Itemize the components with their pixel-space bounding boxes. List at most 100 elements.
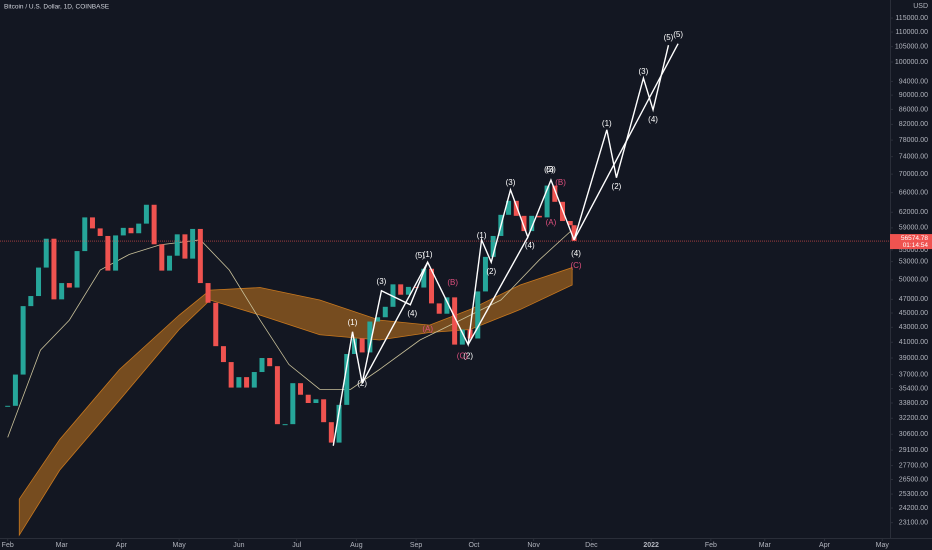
candle [571,225,577,241]
candle [28,296,34,307]
y-tick-label: 32200.00 [899,415,928,422]
wave-line [573,43,679,241]
candle [274,366,280,425]
wave-label: (5) [664,33,674,42]
candle [282,424,288,426]
wave-label: (2) [357,379,367,388]
candle [405,286,411,295]
candle [544,185,550,218]
x-tick-label: Nov [527,542,540,549]
y-tick-label: 66000.00 [899,189,928,196]
x-tick-label: Mar [56,542,69,549]
candle [51,238,57,300]
wave-label: (2) [612,182,622,191]
candle [321,399,327,423]
wave-label: (5) [415,251,425,260]
candle [205,283,211,303]
x-tick-label: Apr [116,542,128,549]
unit-label: USD [913,3,928,10]
candle [113,235,119,271]
wave-label: (3) [377,277,387,286]
y-tick-label: 26500.00 [899,476,928,483]
y-tick-label: 24200.00 [899,505,928,512]
candle [97,228,103,236]
y-tick-label: 100000.00 [895,59,928,66]
candle [228,362,234,388]
y-tick-label: 53000.00 [899,258,928,265]
wave-label: (4) [648,115,658,124]
candle [475,291,481,339]
candle [105,235,111,271]
candle [251,372,257,388]
candle [429,268,435,304]
candle [375,317,381,322]
y-tick-label: 59000.00 [899,225,928,232]
candle [490,235,496,257]
y-tick-label: 62000.00 [899,209,928,216]
x-tick-label: Sep [410,542,423,549]
candle [313,399,319,404]
candle [66,283,72,288]
wave-label: (4) [571,249,581,258]
y-tick-label: 90000.00 [899,92,928,99]
candle [567,221,573,226]
y-tick-label: 50000.00 [899,277,928,284]
y-tick-label: 30600.00 [899,431,928,438]
y-tick-label: 110000.00 [895,29,928,36]
wave-label: (C) [570,261,581,270]
candle [20,306,26,375]
countdown-label: 01:14:54 [903,242,929,249]
candle [82,217,88,252]
candle [328,422,334,443]
y-tick-label: 115000.00 [895,15,928,22]
candle [336,404,342,443]
candle [59,283,65,300]
y-tick-label: 105000.00 [895,44,928,51]
wave-label: (1) [423,250,433,259]
wave-label: (1) [477,231,487,240]
y-tick-label: 35400.00 [899,385,928,392]
y-tick-label: 70000.00 [899,171,928,178]
y-tick-label: 37000.00 [899,371,928,378]
candle [459,329,465,345]
y-tick-label: 78000.00 [899,137,928,144]
candle [421,268,427,288]
wave-label: (B) [447,278,458,287]
wave-label: (3) [639,67,649,76]
candle [43,238,49,268]
candle [452,297,458,345]
candle [74,251,80,288]
candle [513,200,519,216]
x-tick-label: Aug [350,542,363,549]
moving-average [7,231,571,438]
x-tick-label: Oct [468,542,479,549]
wave-label: (4) [525,241,535,250]
wave-line [467,236,529,345]
candle [506,200,512,215]
candle [5,405,11,407]
last-price-box [890,234,932,250]
candle [12,374,18,406]
wave-label: (5) [673,30,683,39]
candle [398,284,404,295]
y-tick-label: 74000.00 [899,154,928,161]
candle [444,297,450,314]
candle [213,302,219,347]
y-tick-label: 29100.00 [899,447,928,454]
wave-label: (A) [422,325,433,334]
wave-label: (C) [457,352,468,361]
candle [197,228,203,284]
candle [259,358,265,373]
x-tick-label: May [876,542,890,549]
y-tick-label: 43000.00 [899,324,928,331]
wave-label: (3) [546,165,556,174]
candle [128,227,134,234]
candle [267,358,273,367]
y-tick-label: 41000.00 [899,339,928,346]
candle [36,267,42,297]
wave-label: (B) [555,178,566,187]
candle [244,377,250,388]
x-tick-label: 2022 [643,542,659,549]
